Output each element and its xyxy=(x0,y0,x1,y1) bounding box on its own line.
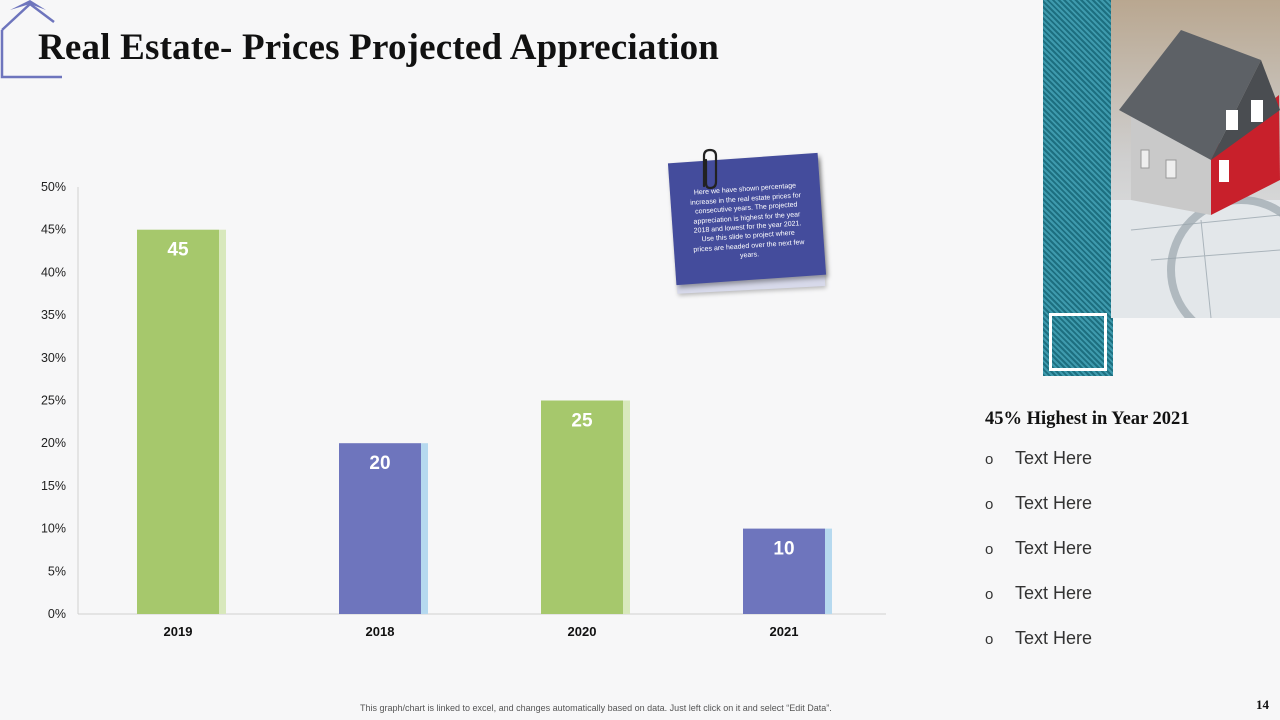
y-tick-label: 5% xyxy=(48,564,66,578)
x-tick-label: 2018 xyxy=(366,624,395,639)
bullet-list: o Text Here o Text Here o Text Here o Text H… xyxy=(985,448,1092,673)
bar-shadow xyxy=(219,229,226,614)
page-number: 14 xyxy=(1256,697,1269,712)
side-heading: 45% Highest in Year 2021 xyxy=(985,409,1190,429)
list-item: o Text Here xyxy=(985,493,1092,538)
list-item-text: Text Here xyxy=(1015,493,1093,513)
data-label: 10 xyxy=(773,539,794,560)
list-item: o Text Here xyxy=(985,583,1092,628)
y-tick-label: 15% xyxy=(41,479,66,493)
bullet-marker: o xyxy=(985,586,994,603)
y-tick-label: 25% xyxy=(41,394,66,408)
y-tick-label: 30% xyxy=(41,351,66,365)
x-tick-label: 2020 xyxy=(568,624,597,639)
bar-2019[interactable] xyxy=(137,229,219,614)
y-tick-label: 40% xyxy=(41,265,66,279)
bullet-marker: o xyxy=(985,631,994,648)
bullet-marker: o xyxy=(985,451,994,468)
footer-note: This graph/chart is linked to excel, and… xyxy=(360,703,832,713)
house-model-photo xyxy=(1111,0,1280,318)
list-item-text: Text Here xyxy=(1015,448,1093,468)
y-tick-label: 45% xyxy=(41,223,66,237)
page-title: Real Estate- Prices Projected Appreciati… xyxy=(38,27,720,68)
note-card-front: Here we have shown percentage increase i… xyxy=(667,152,827,286)
square-frame xyxy=(1049,313,1107,371)
x-tick-label: 2021 xyxy=(770,624,799,639)
bar-chart[interactable]: 0% 5% 10% 15% 20% 25% 30% 35% 40% 45% 50% 45 20 25 10… xyxy=(0,170,900,650)
x-axis: 2019 2018 2020 2021 xyxy=(164,624,799,639)
list-item-text: Text Here xyxy=(1015,628,1093,648)
y-axis: 0% 5% 10% 15% 20% 25% 30% 35% 40% 45% 50% xyxy=(41,180,66,621)
list-item: o Text Here xyxy=(985,628,1092,673)
bar-shadow xyxy=(825,528,832,614)
list-item: o Text Here xyxy=(985,448,1092,493)
note-card: Here we have shown percentage increase i… xyxy=(667,148,828,294)
bullet-marker: o xyxy=(985,541,994,558)
y-tick-label: 0% xyxy=(48,607,66,621)
list-item-text: Text Here xyxy=(1015,583,1093,603)
y-tick-label: 20% xyxy=(41,436,66,450)
y-tick-label: 35% xyxy=(41,308,66,322)
bar-2018[interactable] xyxy=(339,443,421,614)
note-text: Here we have shown percentage increase i… xyxy=(690,182,805,260)
list-item: o Text Here xyxy=(985,538,1092,583)
bar-shadow xyxy=(421,443,428,614)
bar-2020[interactable] xyxy=(541,400,623,615)
photo-panel xyxy=(1043,0,1280,376)
data-label: 45 xyxy=(167,240,189,261)
house-outline-icon xyxy=(0,0,62,79)
paperclip-icon xyxy=(702,148,718,190)
bar-2021[interactable] xyxy=(743,528,825,614)
x-tick-label: 2019 xyxy=(164,624,193,639)
data-label: 20 xyxy=(369,453,390,474)
data-label: 25 xyxy=(571,411,593,432)
list-item-text: Text Here xyxy=(1015,538,1093,558)
bar-shadow xyxy=(623,400,630,614)
y-tick-label: 50% xyxy=(41,180,66,194)
bar-series[interactable]: 45 20 25 10 xyxy=(137,229,832,615)
bullet-marker: o xyxy=(985,496,994,513)
y-tick-label: 10% xyxy=(41,522,66,536)
